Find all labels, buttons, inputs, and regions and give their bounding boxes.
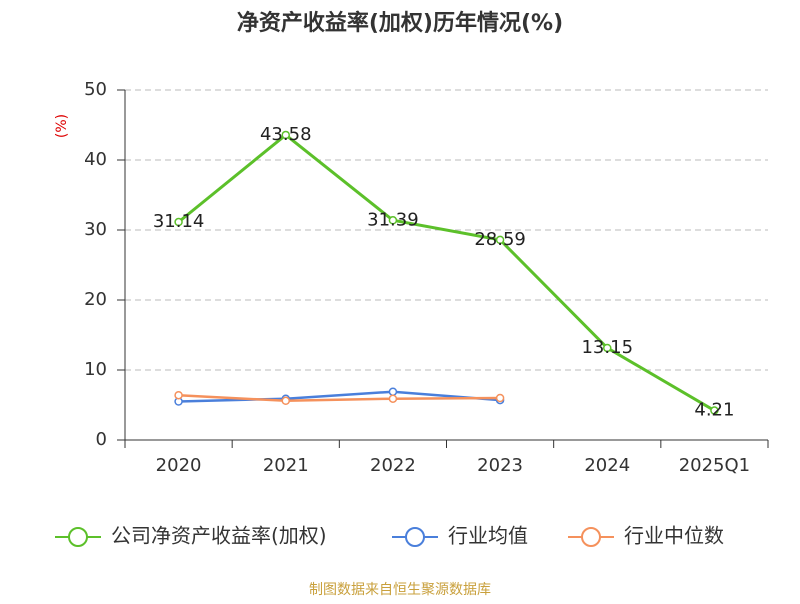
y-tick-label: 10	[84, 359, 107, 380]
x-tick-label: 2025Q1	[679, 455, 750, 476]
y-tick-label: 30	[84, 219, 107, 240]
point	[388, 387, 398, 396]
y-tick-label: 0	[96, 429, 107, 450]
data-label: 31.14	[153, 211, 205, 232]
legend-marker	[581, 527, 601, 547]
data-label: 28.59	[474, 229, 526, 250]
series-line	[178, 390, 501, 403]
point	[174, 217, 183, 227]
series-line	[178, 393, 501, 403]
series-line	[177, 133, 716, 412]
legend-label: 公司净资产收益率(加权)	[111, 524, 327, 548]
legend-marker	[405, 527, 425, 547]
legend-label: 行业中位数	[624, 524, 724, 548]
point	[710, 406, 719, 415]
point	[388, 216, 398, 225]
source-note: 制图数据来自恒生聚源数据库	[309, 582, 491, 598]
data-label: 4.21	[694, 400, 734, 421]
y-tick-label: 50	[84, 79, 107, 100]
y-tick-label: 20	[84, 289, 107, 310]
x-tick-label: 2020	[156, 455, 202, 476]
x-tick-label: 2021	[263, 455, 309, 476]
data-label: 13.15	[581, 337, 633, 358]
y-axis-label: (%)	[54, 114, 70, 138]
point	[281, 396, 290, 406]
point	[281, 130, 290, 140]
y-tick-label: 40	[84, 149, 107, 170]
x-tick-label: 2022	[370, 455, 416, 476]
legend-marker	[68, 527, 88, 547]
x-tick-label: 2023	[477, 455, 523, 476]
data-label: 31.39	[367, 209, 419, 230]
legend-label: 行业均值	[448, 524, 528, 548]
x-tick-label: 2024	[584, 455, 630, 476]
point	[603, 343, 612, 353]
data-label: 43.58	[260, 124, 312, 145]
point	[495, 235, 505, 245]
point	[388, 394, 398, 403]
chart-title: 净资产收益率(加权)历年情况(%)	[237, 10, 563, 36]
point	[174, 390, 183, 400]
point	[495, 393, 505, 403]
